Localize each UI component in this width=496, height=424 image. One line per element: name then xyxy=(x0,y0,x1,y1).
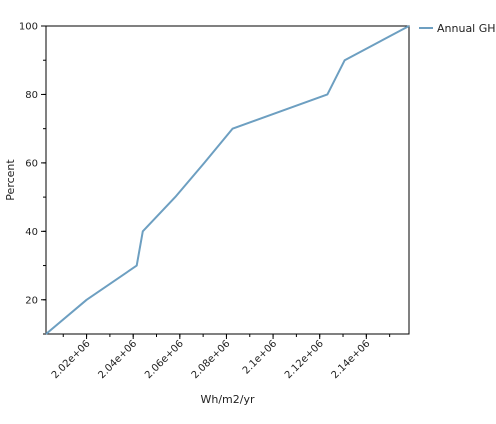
x-tick-label: 2.04e+06 xyxy=(97,338,140,381)
x-axis-title: Wh/m2/yr xyxy=(200,393,254,406)
y-tick-label: 80 xyxy=(25,90,38,101)
plot-area xyxy=(45,25,410,335)
y-tick-label: 100 xyxy=(19,22,38,33)
x-tick-label: 2.06e+06 xyxy=(143,338,186,381)
series-layer xyxy=(45,25,410,335)
y-axis-title: Percent xyxy=(4,159,17,201)
y-axis: 20 40 60 80 100 xyxy=(19,22,46,335)
y-tick-label: 40 xyxy=(25,227,38,238)
legend-label: Annual GHI xyxy=(437,22,496,35)
x-tick-label: 2.02e+06 xyxy=(50,338,93,381)
legend: Annual GHI xyxy=(419,22,496,35)
x-axis: 2.02e+06 2.04e+06 2.06e+06 2.08e+06 2.1e+06 2… xyxy=(50,334,391,381)
x-tick-label: 2.08e+06 xyxy=(190,338,233,381)
y-tick-label: 60 xyxy=(25,158,38,169)
x-tick-label: 2.12e+06 xyxy=(283,338,326,381)
series-line xyxy=(45,25,410,335)
y-tick-label: 20 xyxy=(25,295,38,306)
x-tick-label: 2.14e+06 xyxy=(330,338,373,381)
x-tick-label: 2.1e+06 xyxy=(241,338,279,376)
